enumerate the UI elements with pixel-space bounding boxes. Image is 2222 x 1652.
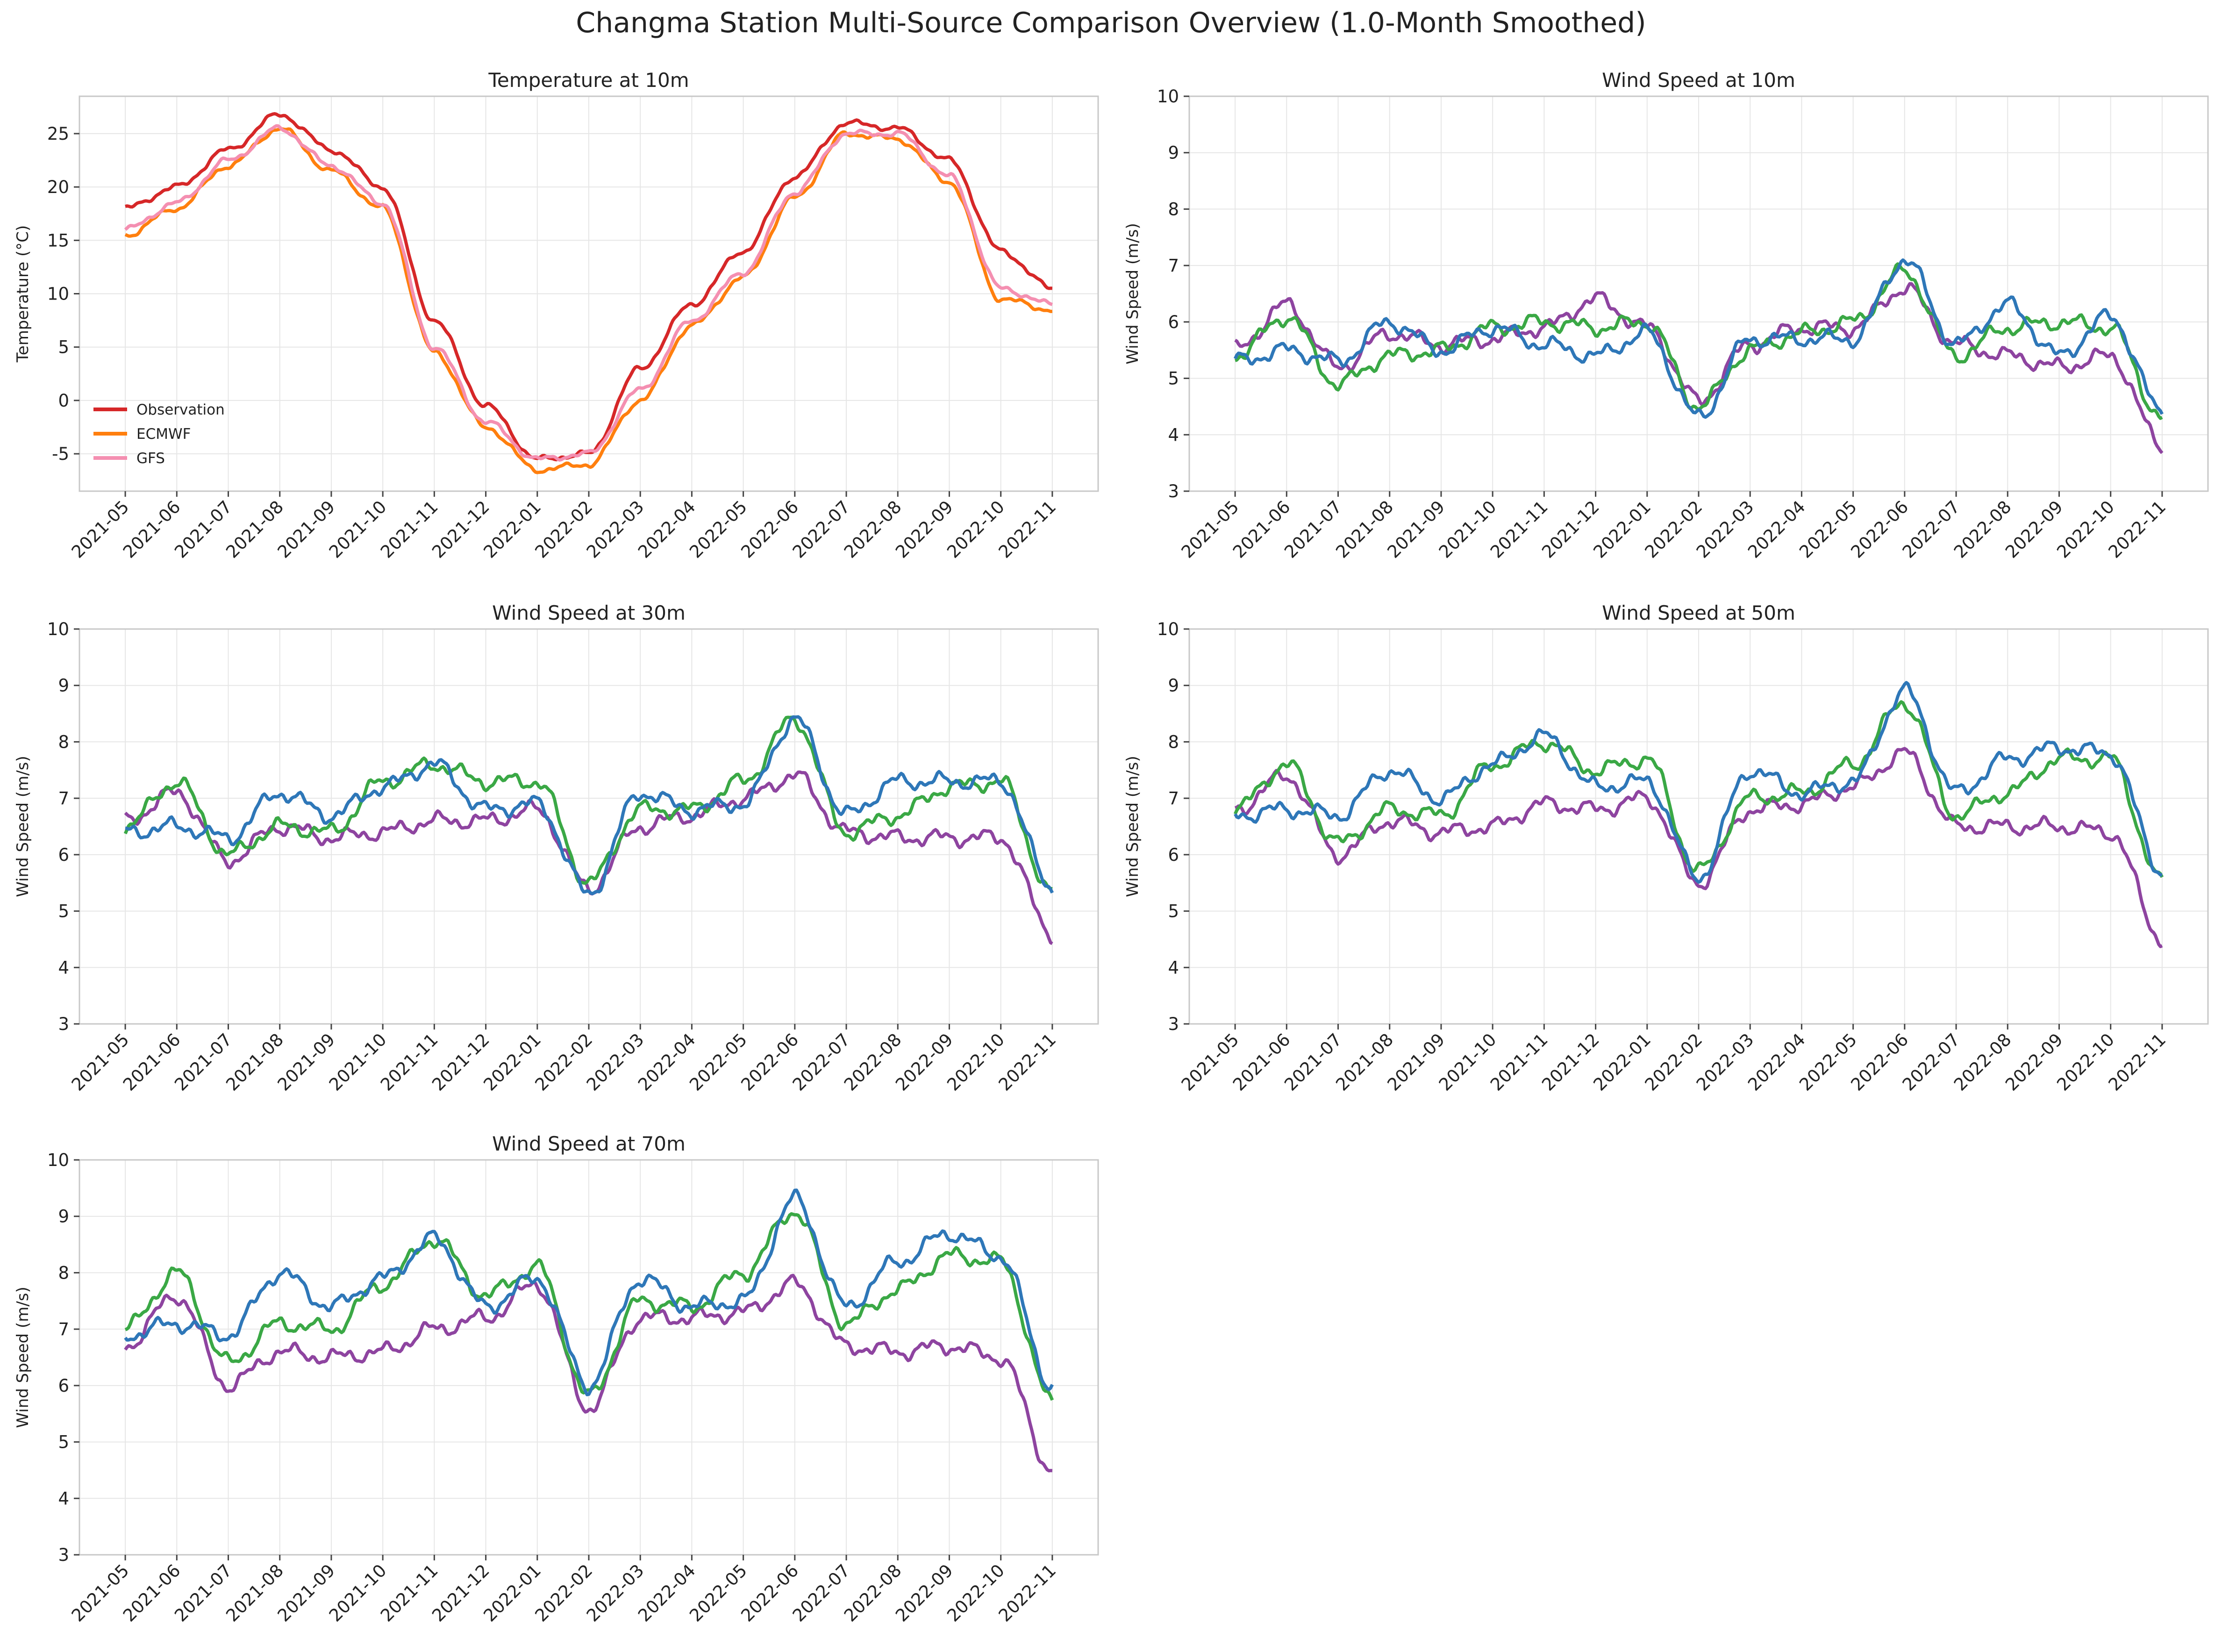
y-tick-label: 5 xyxy=(58,337,69,358)
legend-label: ECMWF xyxy=(136,426,191,443)
y-tick-label: 6 xyxy=(1168,312,1179,332)
y-tick-label: 10 xyxy=(1157,619,1179,639)
y-tick-label: 4 xyxy=(58,958,69,978)
subplot-title: Wind Speed at 30m xyxy=(492,601,686,624)
y-axis-label: Temperature (°C) xyxy=(14,225,32,363)
legend: Observation ECMWF GFS xyxy=(93,401,225,467)
series-line-series-2 xyxy=(1233,700,2164,878)
y-tick-label: 7 xyxy=(58,1319,69,1339)
y-tick-label: 9 xyxy=(1168,143,1179,163)
series-line-series-3 xyxy=(125,715,1054,895)
y-tick-label: 4 xyxy=(1168,425,1179,445)
y-tick-label: 5 xyxy=(1168,901,1179,922)
y-tick-label: 3 xyxy=(58,1545,69,1565)
y-tick-label: -5 xyxy=(52,444,69,464)
series-line-series-3 xyxy=(1233,258,2164,419)
series-line-gfs xyxy=(124,124,1053,462)
y-axis-label: Wind Speed (m/s) xyxy=(1123,756,1142,897)
y-tick-label: 15 xyxy=(47,230,69,250)
y-axis-label: Wind Speed (m/s) xyxy=(14,1287,32,1428)
y-tick-label: 5 xyxy=(58,1432,69,1452)
y-tick-label: 10 xyxy=(1157,86,1179,107)
series-line-series-2 xyxy=(123,715,1053,891)
y-tick-label: 6 xyxy=(58,845,69,865)
x-tick-label: 2022-11 xyxy=(2105,1030,2170,1095)
x-tick-label: 2022-11 xyxy=(995,497,1060,562)
y-tick-label: 4 xyxy=(58,1488,69,1509)
y-tick-label: 9 xyxy=(1168,676,1179,696)
y-tick-label: 10 xyxy=(47,619,69,639)
y-tick-label: 3 xyxy=(58,1014,69,1034)
y-axis-label: Wind Speed (m/s) xyxy=(14,756,32,897)
y-tick-label: 25 xyxy=(47,124,69,144)
y-tick-label: 8 xyxy=(58,1263,69,1283)
subplot-1: Temperature at 10m Temperature (°C) -5 0 5 10… xyxy=(14,69,1099,562)
y-tick-label: 8 xyxy=(58,732,69,752)
y-tick-label: 3 xyxy=(1168,1014,1179,1034)
series-line-series-2 xyxy=(124,1212,1054,1401)
series-line-series-3 xyxy=(124,1188,1054,1396)
y-tick-label: 3 xyxy=(1168,481,1179,501)
y-tick-label: 5 xyxy=(58,901,69,922)
x-tick-label: 2022-11 xyxy=(995,1560,1060,1626)
series-line-series-3 xyxy=(1234,681,2163,884)
legend-label: GFS xyxy=(136,450,165,467)
y-tick-label: 20 xyxy=(47,177,69,197)
y-tick-label: 9 xyxy=(58,1207,69,1227)
x-tick-label: 2022-11 xyxy=(2105,497,2170,562)
y-tick-label: 8 xyxy=(1168,732,1179,752)
subplot-4: Wind Speed at 50m Wind Speed (m/s) 3 4 5 6 7 8 9… xyxy=(1123,601,2209,1095)
series-line-series-1 xyxy=(1235,747,2163,948)
series-line-series-1 xyxy=(1234,282,2164,454)
subplot-title: Temperature at 10m xyxy=(488,69,689,92)
subplot-5: Wind Speed at 70m Wind Speed (m/s) 3 4 5 6 7 8 9… xyxy=(14,1132,1099,1626)
subplot-title: Wind Speed at 70m xyxy=(492,1132,686,1155)
subplot-title: Wind Speed at 10m xyxy=(1602,69,1795,92)
series-line-series-1 xyxy=(124,1273,1053,1473)
y-tick-label: 6 xyxy=(58,1376,69,1396)
y-tick-label: 8 xyxy=(1168,199,1179,219)
figure-title: Changma Station Multi-Source Comparison … xyxy=(576,7,1646,39)
y-tick-label: 7 xyxy=(1168,256,1179,276)
y-tick-label: 7 xyxy=(1168,788,1179,808)
subplot-2: Wind Speed at 10m Wind Speed (m/s) 3 4 5 6 7 8 9… xyxy=(1123,69,2209,562)
y-tick-label: 10 xyxy=(47,1150,69,1170)
legend-label: Observation xyxy=(136,401,225,418)
y-tick-label: 4 xyxy=(1168,958,1179,978)
y-axis-label: Wind Speed (m/s) xyxy=(1123,223,1142,364)
y-tick-label: 6 xyxy=(1168,845,1179,865)
x-tick-label: 2022-11 xyxy=(995,1030,1060,1095)
y-tick-label: 5 xyxy=(1168,369,1179,389)
y-tick-label: 9 xyxy=(58,676,69,696)
y-tick-label: 10 xyxy=(47,284,69,304)
subplot-title: Wind Speed at 50m xyxy=(1602,601,1795,624)
y-tick-label: 7 xyxy=(58,788,69,808)
subplot-3: Wind Speed at 30m Wind Speed (m/s) 3 4 5 6 7 8 9… xyxy=(14,601,1099,1095)
y-tick-label: 0 xyxy=(58,391,69,411)
